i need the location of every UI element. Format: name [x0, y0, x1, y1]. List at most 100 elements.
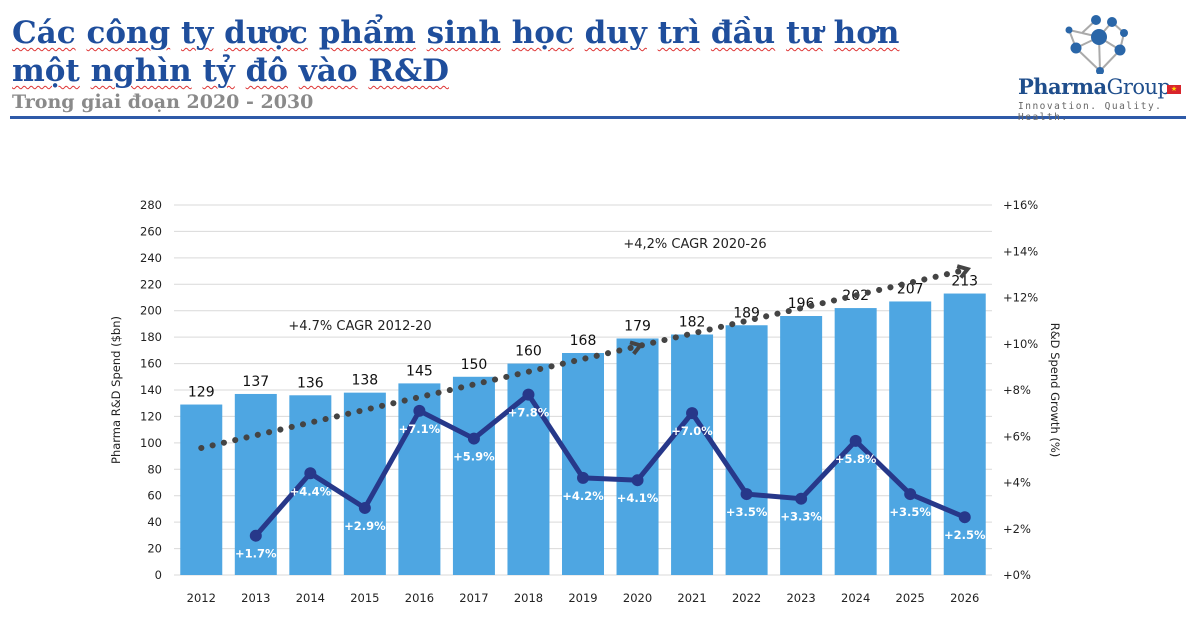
bar-value-label: 160: [515, 344, 542, 360]
bar-value-label: 196: [788, 296, 815, 312]
y-tick-label: 200: [140, 304, 162, 318]
bar-value-label: 138: [351, 373, 378, 389]
growth-label: +2.9%: [344, 519, 386, 533]
growth-point: [413, 404, 426, 417]
growth-label: +3.5%: [889, 505, 931, 519]
y2-axis-label: R&D Spend Growth (%): [1048, 323, 1062, 458]
bar: [289, 395, 332, 575]
x-tick-label: 2025: [896, 591, 925, 605]
x-tick-label: 2017: [459, 591, 488, 605]
logo-name-bold: Pharma: [1018, 74, 1107, 99]
trend-arrow-icon: [956, 264, 972, 279]
bar: [725, 325, 768, 575]
molecule-icon: [1065, 15, 1128, 75]
growth-label: +4.1%: [617, 491, 659, 505]
bar: [180, 404, 223, 575]
x-tick-label: 2021: [677, 591, 706, 605]
y-tick-label: 120: [140, 409, 162, 423]
y2-tick-label: +0%: [1003, 568, 1031, 582]
title-word: trì: [657, 15, 701, 51]
cagr-annotation: +4.7% CAGR 2012-20: [288, 319, 431, 334]
logo-tagline: Innovation. Quality. Health.: [1018, 101, 1163, 123]
growth-point: [740, 488, 753, 501]
bar-value-label: 137: [242, 374, 269, 390]
growth-point: [577, 471, 589, 484]
growth-label: +4.2%: [562, 489, 604, 503]
trend-arrow-icon: [629, 340, 644, 356]
growth-line: [253, 392, 966, 538]
title-word: Các: [12, 15, 76, 51]
y-tick-label: 20: [147, 542, 162, 556]
growth-label: +3.5%: [726, 505, 768, 519]
title-word: tư: [786, 15, 823, 51]
x-tick-label: 2022: [732, 591, 761, 605]
growth-point: [358, 501, 371, 514]
cagr-annotation: +4,2% CAGR 2020-26: [623, 237, 766, 252]
y-axis-label: Pharma R&D Spend ($bn): [109, 316, 123, 464]
bar-value-label: 145: [406, 363, 433, 379]
title-word: tỷ: [202, 53, 235, 89]
y2-tick-label: +6%: [1003, 429, 1031, 443]
y2-tick-label: +4%: [1003, 476, 1031, 490]
growth-label: +7.1%: [399, 422, 441, 436]
bar-value-label: 182: [679, 315, 706, 331]
growth-label: +7.0%: [671, 424, 713, 438]
x-tick-label: 2012: [187, 591, 216, 605]
growth-label: +3.3%: [780, 510, 822, 524]
bar: [889, 301, 932, 575]
bar-value-label: 213: [951, 274, 978, 290]
bar: [452, 376, 495, 575]
y2-tick-label: +10%: [1003, 337, 1038, 351]
title-word: vào: [298, 53, 358, 89]
growth-label: +5.8%: [835, 452, 877, 466]
growth-point: [631, 474, 644, 487]
y-tick-label: 280: [140, 198, 162, 212]
growth-label: +5.9%: [453, 450, 495, 464]
growth-label: +2.5%: [944, 528, 986, 542]
vietnam-flag-icon: ★: [1167, 85, 1181, 94]
title-word: công: [86, 15, 171, 51]
y2-tick-label: +14%: [1003, 244, 1038, 258]
bar-value-label: 168: [570, 333, 597, 349]
page-title: Các công ty dược phẩm sinh học duy trì đ…: [12, 14, 972, 90]
x-tick-label: 2018: [514, 591, 543, 605]
title-word: R&D: [368, 53, 449, 89]
x-tick-label: 2020: [623, 591, 652, 605]
y-tick-label: 80: [147, 462, 162, 476]
bar: [562, 353, 604, 575]
title-word: học: [511, 15, 574, 51]
y-tick-label: 140: [140, 383, 162, 397]
growth-label: +1.7%: [235, 547, 277, 561]
growth-point: [795, 492, 808, 505]
title-word: duy: [584, 15, 647, 51]
y2-tick-label: +2%: [1003, 522, 1031, 536]
x-tick-label: 2024: [841, 591, 870, 605]
growth-point: [904, 488, 917, 501]
y2-tick-label: +8%: [1003, 383, 1031, 397]
y2-tick-label: +16%: [1003, 198, 1038, 212]
cagr-trend-line: [198, 267, 968, 451]
page-subtitle: Trong giai đoạn 2020 - 2030: [12, 91, 314, 113]
growth-label: +7.8%: [508, 406, 550, 420]
y-tick-label: 40: [147, 515, 162, 529]
y-tick-label: 60: [147, 489, 162, 503]
y-tick-label: 240: [140, 251, 162, 265]
x-tick-label: 2015: [350, 591, 379, 605]
bar: [671, 334, 714, 575]
x-tick-label: 2014: [296, 591, 325, 605]
growth-point: [249, 529, 262, 542]
bar-value-label: 150: [461, 357, 488, 373]
title-word: đầu: [710, 15, 776, 51]
bar-value-label: 179: [624, 318, 651, 334]
x-tick-label: 2019: [568, 591, 597, 605]
y-tick-label: 100: [140, 436, 162, 450]
growth-label: +4.4%: [290, 484, 332, 498]
bar: [780, 316, 823, 575]
growth-point: [467, 432, 480, 445]
x-tick-label: 2023: [786, 591, 815, 605]
title-word: đô: [245, 53, 288, 89]
bar-value-label: 136: [297, 375, 324, 391]
growth-point: [304, 467, 317, 480]
title-word: hơn: [833, 15, 900, 51]
